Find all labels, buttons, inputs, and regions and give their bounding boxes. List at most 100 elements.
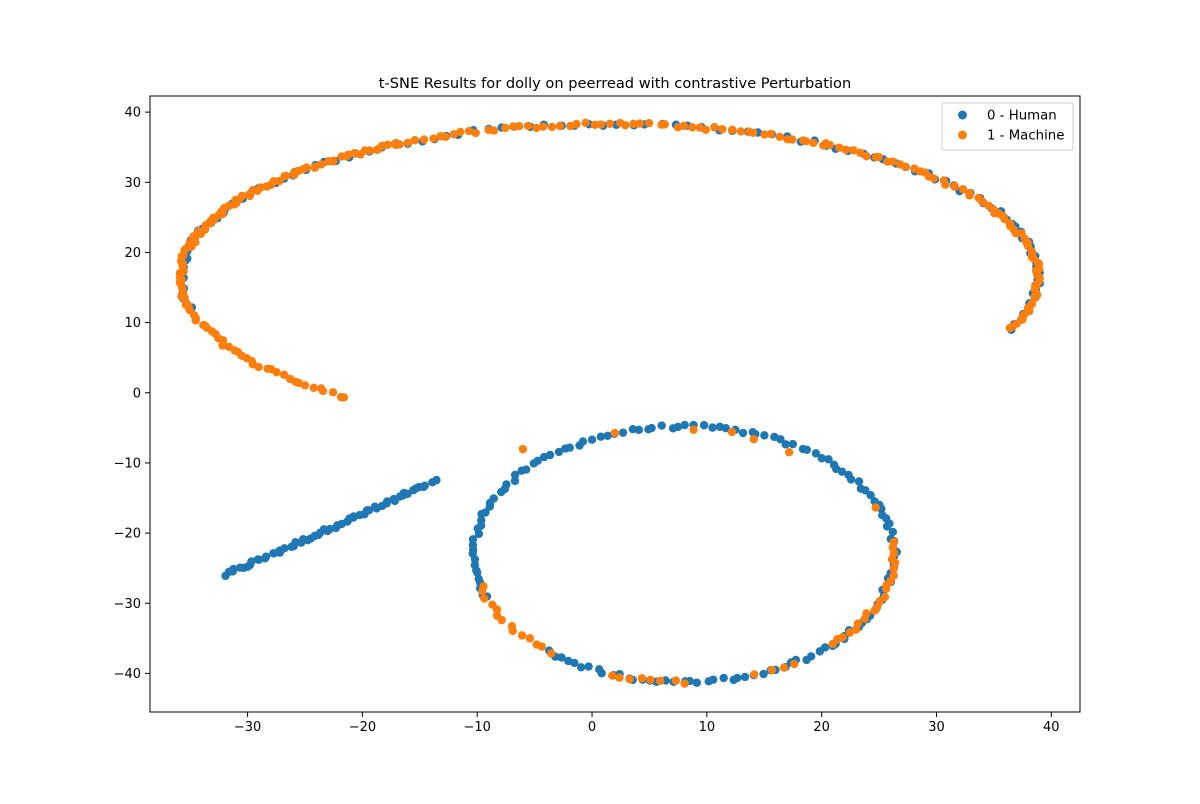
- data-point: [281, 171, 291, 181]
- data-point: [788, 135, 797, 144]
- data-point: [317, 160, 326, 169]
- data-point: [710, 123, 719, 132]
- data-point: [824, 455, 833, 464]
- data-point: [759, 669, 768, 679]
- y-tick-label: 0: [133, 386, 141, 401]
- data-point: [740, 672, 750, 682]
- data-point: [572, 119, 581, 129]
- data-point: [727, 427, 737, 437]
- data-point: [547, 122, 557, 132]
- y-tick-label: −40: [114, 667, 141, 682]
- data-point: [518, 444, 528, 454]
- points-layer: [175, 118, 1045, 688]
- data-point: [410, 136, 420, 145]
- data-point: [699, 421, 709, 430]
- data-point: [302, 163, 311, 172]
- data-point: [888, 157, 898, 166]
- data-point: [871, 503, 880, 512]
- data-point: [815, 647, 825, 656]
- data-point: [825, 140, 835, 150]
- data-point: [628, 424, 638, 434]
- x-tick-label: 0: [588, 720, 596, 735]
- data-point: [480, 594, 489, 603]
- data-point: [479, 582, 488, 591]
- data-point: [557, 653, 566, 662]
- data-point: [673, 422, 683, 432]
- data-point: [845, 628, 854, 637]
- data-point: [456, 127, 465, 137]
- data-point: [329, 156, 338, 165]
- x-axis: −30 −20 −10 0 10 20 30 40: [234, 712, 1060, 735]
- data-point: [866, 491, 875, 500]
- data-point: [680, 420, 689, 430]
- data-point: [790, 659, 799, 669]
- data-point: [309, 383, 318, 392]
- data-point: [389, 494, 398, 504]
- data-point: [889, 571, 898, 580]
- data-point: [365, 146, 375, 155]
- data-point: [1000, 214, 1009, 224]
- data-point: [929, 174, 938, 183]
- data-point: [809, 138, 818, 148]
- data-point: [621, 121, 630, 130]
- data-point: [489, 494, 498, 503]
- data-point: [489, 126, 499, 135]
- data-point: [328, 388, 338, 397]
- data-point: [429, 134, 438, 143]
- data-point: [610, 428, 620, 438]
- x-tick-label: −30: [234, 720, 261, 735]
- data-point: [781, 440, 790, 449]
- data-point: [432, 475, 441, 485]
- data-point: [767, 665, 777, 675]
- data-point: [880, 592, 890, 602]
- data-point: [837, 467, 847, 476]
- data-point: [721, 423, 730, 433]
- legend-box: [941, 102, 1074, 151]
- data-point: [760, 431, 769, 440]
- data-point: [841, 145, 850, 154]
- data-point: [501, 123, 510, 133]
- data-point: [261, 552, 271, 561]
- data-point: [395, 140, 404, 149]
- data-point: [965, 191, 974, 200]
- data-point: [581, 118, 590, 127]
- data-point: [704, 677, 713, 686]
- data-point: [468, 535, 478, 544]
- data-point: [364, 506, 374, 515]
- data-point: [336, 392, 346, 402]
- x-tick-label: 20: [813, 720, 830, 735]
- y-axis: −40 −30 −20 −10 0 10 20 30 40: [114, 106, 150, 682]
- data-point: [689, 425, 698, 434]
- data-point: [477, 516, 486, 525]
- data-point: [749, 435, 758, 444]
- data-point: [564, 656, 573, 666]
- data-point: [801, 137, 811, 146]
- data-point: [285, 374, 295, 384]
- y-tick-label: 10: [124, 316, 141, 331]
- data-point: [464, 126, 474, 136]
- data-point: [280, 544, 289, 553]
- data-point: [603, 431, 612, 440]
- data-point: [861, 486, 870, 495]
- data-point: [634, 425, 644, 435]
- data-point: [525, 634, 535, 643]
- data-point: [523, 121, 533, 131]
- data-point: [819, 141, 828, 150]
- data-point: [481, 508, 490, 517]
- data-point: [671, 676, 681, 685]
- data-point: [263, 364, 272, 373]
- data-point: [889, 564, 898, 574]
- data-point: [901, 162, 910, 171]
- data-point: [656, 676, 665, 685]
- data-point: [834, 143, 844, 152]
- chart-title: t-SNE Results for dolly on peerread with…: [379, 75, 851, 92]
- y-tick-label: 20: [124, 246, 141, 261]
- data-point: [802, 655, 811, 665]
- data-point: [199, 320, 208, 330]
- data-point: [441, 132, 450, 142]
- data-point: [887, 555, 897, 564]
- data-point: [594, 665, 604, 674]
- x-tick-label: 40: [1043, 720, 1060, 735]
- data-point: [749, 128, 758, 137]
